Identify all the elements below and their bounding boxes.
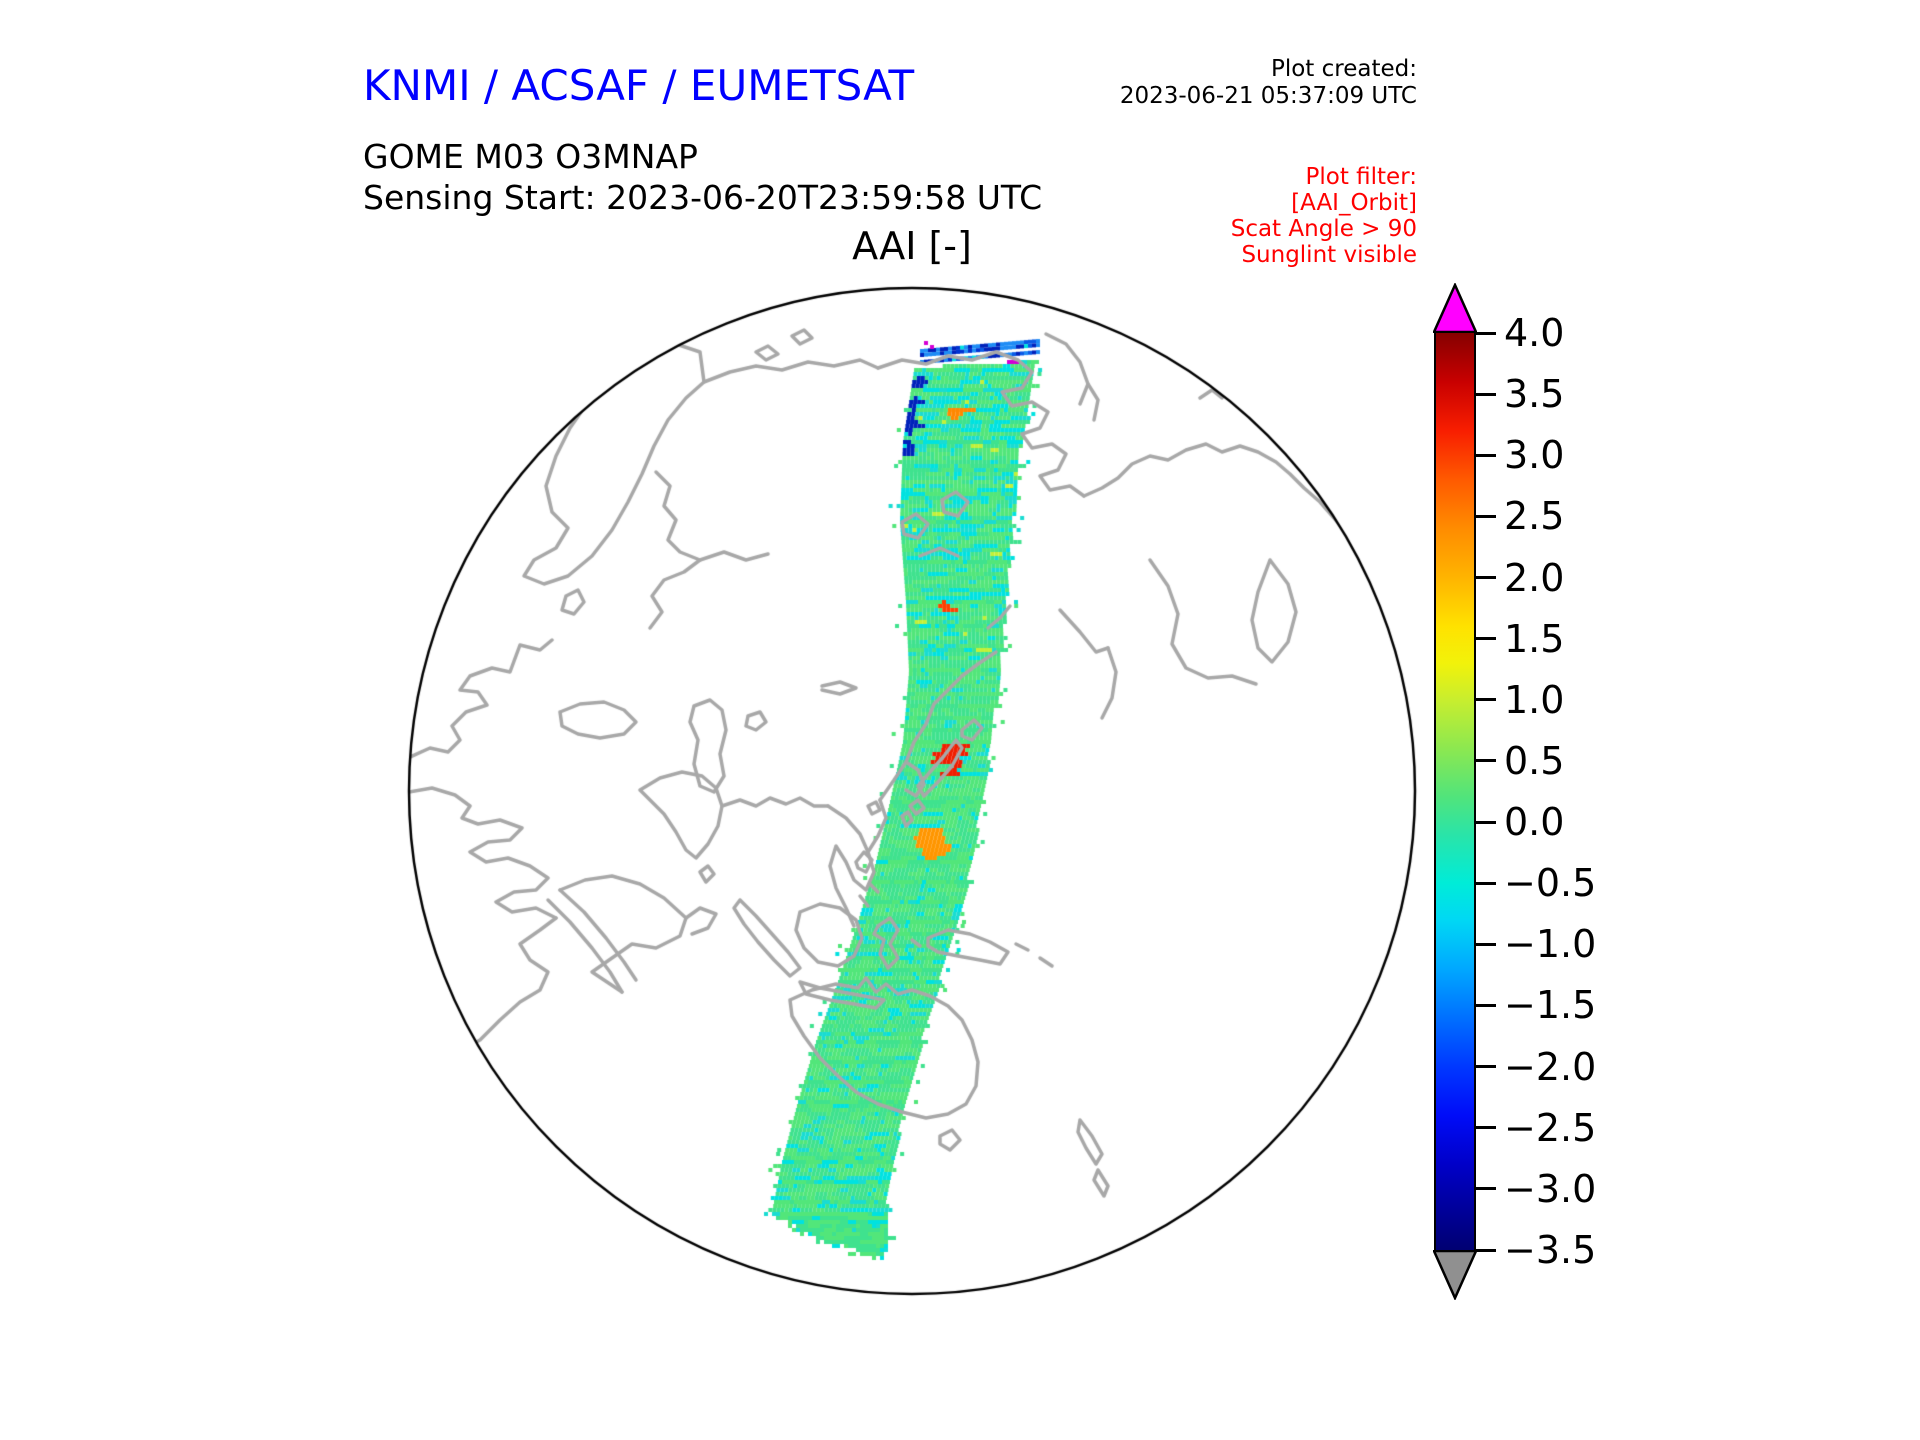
colorbar-tick-label: −2.0 xyxy=(1504,1044,1597,1089)
colorbar-tick-label: −2.5 xyxy=(1504,1105,1597,1150)
colorbar-tick xyxy=(1476,1126,1496,1130)
colorbar-tick xyxy=(1476,820,1496,824)
colorbar-tick xyxy=(1476,1248,1496,1252)
colorbar-over-arrow xyxy=(1433,283,1477,333)
colorbar-tick xyxy=(1476,759,1496,763)
colorbar-tick-label: 2.5 xyxy=(1504,494,1565,539)
colorbar-tick-label: −3.5 xyxy=(1504,1228,1597,1272)
colorbar xyxy=(1434,331,1476,1252)
colorbar-tick xyxy=(1476,514,1496,518)
colorbar-tick xyxy=(1476,453,1496,457)
colorbar-tick-label: 0.0 xyxy=(1504,800,1565,845)
colorbar-tick-label: 1.0 xyxy=(1504,677,1565,722)
colorbar-tick-label: 3.5 xyxy=(1504,372,1565,417)
colorbar-tick-label: −1.5 xyxy=(1504,983,1597,1028)
colorbar-tick-label: −3.0 xyxy=(1504,1166,1597,1211)
colorbar-tick xyxy=(1476,698,1496,702)
colorbar-tick-label: 3.0 xyxy=(1504,433,1565,478)
colorbar-tick-label: 1.5 xyxy=(1504,616,1565,661)
colorbar-tick xyxy=(1476,1003,1496,1007)
colorbar-tick-label: 2.0 xyxy=(1504,555,1565,600)
colorbar-tick-label: 4.0 xyxy=(1504,311,1565,355)
colorbar-tick xyxy=(1476,576,1496,580)
colorbar-tick xyxy=(1476,1187,1496,1191)
colorbar-tick xyxy=(1476,637,1496,641)
colorbar-tick xyxy=(1476,942,1496,946)
colorbar-under-arrow xyxy=(1433,1250,1477,1300)
colorbar-tick-label: −0.5 xyxy=(1504,861,1597,906)
colorbar-tick xyxy=(1476,331,1496,335)
colorbar-tick xyxy=(1476,392,1496,396)
colorbar-tick-label: 0.5 xyxy=(1504,738,1565,783)
colorbar-tick xyxy=(1476,881,1496,885)
colorbar-tick-label: −1.0 xyxy=(1504,922,1597,967)
colorbar-tick xyxy=(1476,1065,1496,1069)
